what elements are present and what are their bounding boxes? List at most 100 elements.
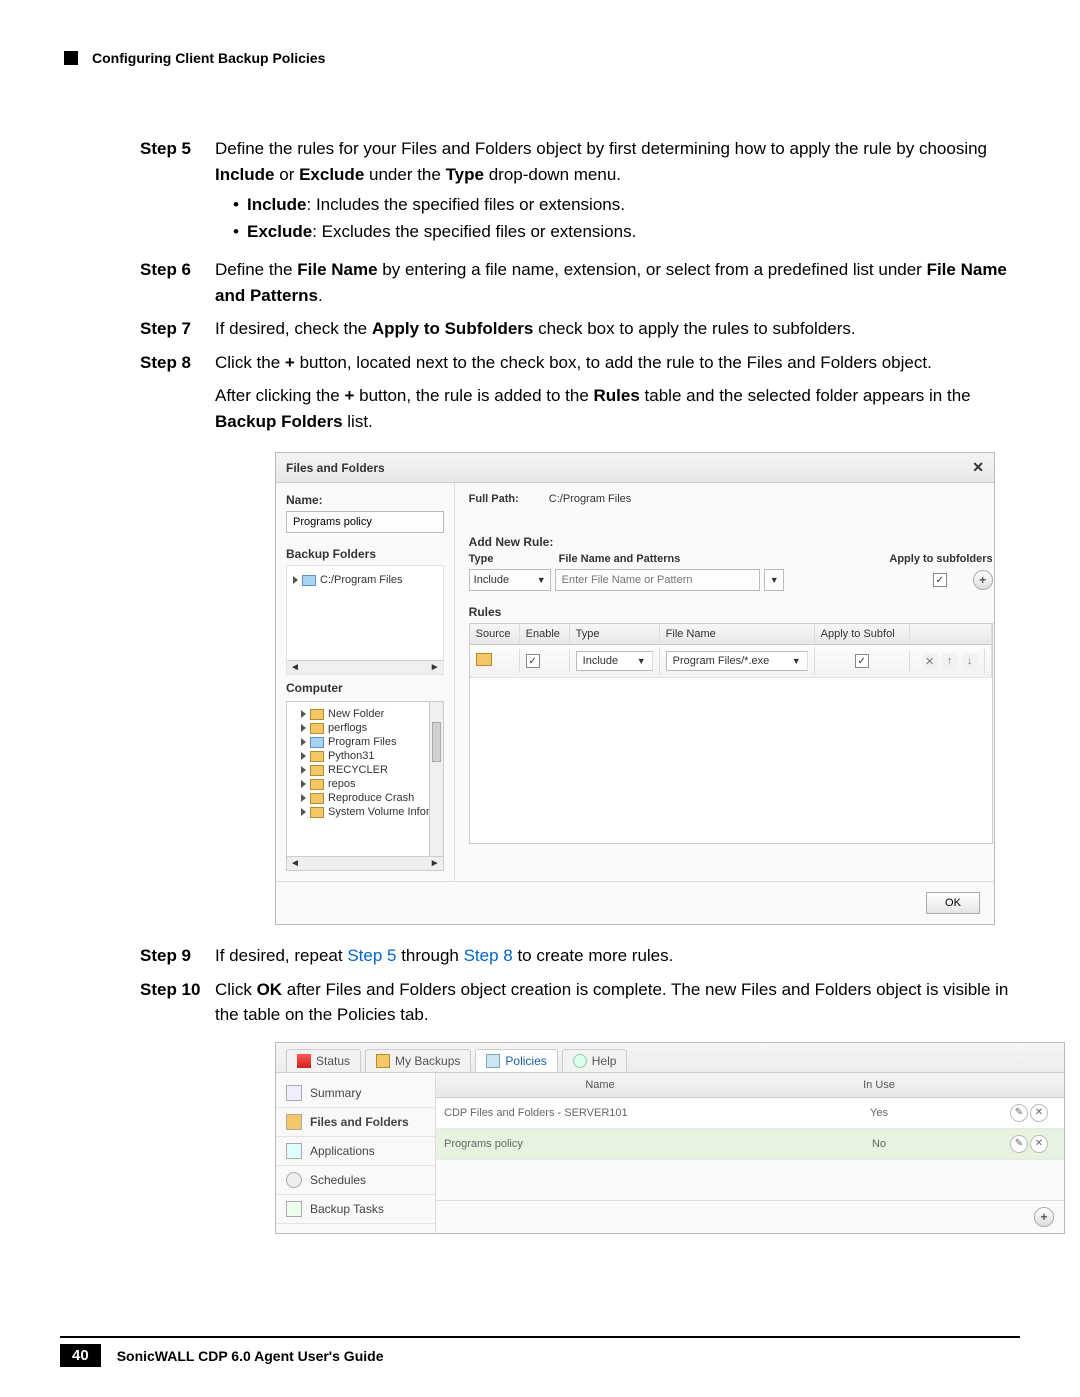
tree-item[interactable]: perflogs: [291, 722, 439, 734]
sidebar-item-apps[interactable]: Applications: [276, 1137, 435, 1166]
scroll-right-icon[interactable]: ►: [429, 858, 441, 869]
sidebar-item-tasks[interactable]: Backup Tasks: [276, 1195, 435, 1224]
t: .: [318, 286, 323, 305]
fullpath-label: Full Path:: [469, 493, 519, 505]
files-folders-dialog: Files and Folders ✕ Name: Backup Folders…: [275, 452, 995, 925]
t: If desired, check the: [215, 319, 372, 338]
subfolders-checkbox[interactable]: ✓: [933, 573, 947, 587]
th-type: Type: [570, 624, 660, 644]
folder-icon: [302, 575, 316, 586]
ok-button[interactable]: OK: [926, 892, 980, 914]
t: check box to apply the rules to subfolde…: [533, 319, 855, 338]
apps-icon: [286, 1143, 302, 1159]
close-icon[interactable]: ✕: [972, 459, 984, 476]
folder-icon: [476, 653, 492, 666]
scroll-left-icon[interactable]: ◄: [289, 662, 301, 673]
tree-item[interactable]: Reproduce Crash: [291, 792, 439, 804]
th-name: Name: [436, 1073, 764, 1097]
step5-link[interactable]: Step 5: [347, 946, 396, 965]
step8-link[interactable]: Step 8: [464, 946, 513, 965]
sidebar-item-files[interactable]: Files and Folders: [276, 1108, 435, 1137]
tab-policies[interactable]: Policies: [475, 1049, 557, 1072]
step8-label: Step 8: [140, 350, 215, 376]
edit-icon[interactable]: ✎: [1010, 1104, 1028, 1122]
t: Status: [316, 1054, 350, 1068]
add-rule-button[interactable]: +: [973, 570, 993, 590]
backup-folder-item[interactable]: C:/Program Files: [320, 574, 403, 586]
computer-tree[interactable]: New Folder perflogs Program Files Python31 R…: [286, 701, 444, 871]
page-footer: 40 SonicWALL CDP 6.0 Agent User's Guide: [60, 1336, 1020, 1367]
t: after Files and Folders object creation …: [215, 980, 1008, 1025]
t: button, located next to the check box, t…: [295, 353, 932, 372]
step5-type: Type: [446, 165, 484, 184]
policy-row[interactable]: CDP Files and Folders - SERVER101 Yes ✎✕: [436, 1098, 1064, 1129]
t: After clicking the: [215, 386, 344, 405]
vertical-scrollbar[interactable]: [429, 702, 443, 856]
row-subfolders-checkbox[interactable]: ✓: [855, 654, 869, 668]
delete-rule-icon[interactable]: ✕: [922, 653, 938, 669]
tab-mybackups[interactable]: My Backups: [365, 1049, 471, 1072]
t: button, the rule is added to the: [354, 386, 593, 405]
pattern-dropdown[interactable]: ▼: [764, 569, 784, 591]
t: My Backups: [395, 1054, 460, 1068]
sidebar-item-summary[interactable]: Summary: [276, 1079, 435, 1108]
type-dropdown[interactable]: Include▼: [469, 569, 551, 591]
row-file-dropdown[interactable]: Program Files/*.exe▼: [666, 651, 808, 671]
policy-name: Programs policy: [436, 1132, 764, 1156]
t: by entering a file name, extension, or s…: [378, 260, 927, 279]
t: +: [285, 353, 295, 372]
delete-icon[interactable]: ✕: [1030, 1104, 1048, 1122]
tab-status[interactable]: Status: [286, 1049, 361, 1072]
t: drop-down menu.: [484, 165, 621, 184]
enable-checkbox[interactable]: ✓: [526, 654, 540, 668]
add-policy-button[interactable]: +: [1034, 1207, 1054, 1227]
tree-item[interactable]: Program Files: [291, 736, 439, 748]
rules-table-header: Source Enable Type File Name Apply to Su…: [469, 623, 993, 644]
summary-icon: [286, 1085, 302, 1101]
move-up-icon[interactable]: ↑: [942, 653, 958, 669]
th-subfolders: Apply to Subfol: [815, 624, 910, 644]
bullet-exclude: Exclude: [247, 222, 312, 241]
pattern-input[interactable]: [555, 569, 760, 591]
t: Schedules: [310, 1173, 366, 1187]
th-filename: File Name: [660, 624, 815, 644]
edit-icon[interactable]: ✎: [1010, 1135, 1028, 1153]
scroll-right-icon[interactable]: ►: [429, 662, 441, 673]
tree-item[interactable]: Python31: [291, 750, 439, 762]
scroll-left-icon[interactable]: ◄: [289, 858, 301, 869]
row-type-dropdown[interactable]: Include▼: [576, 651, 653, 671]
rule-row[interactable]: ✓ Include▼ Program Files/*.exe▼ ✓ ✕ ↑ ↓: [470, 645, 992, 678]
t: Program Files/*.exe: [673, 655, 770, 667]
fullpath-value: C:/Program Files: [549, 493, 632, 505]
policy-name: CDP Files and Folders - SERVER101: [436, 1101, 764, 1125]
step10-body: Click OK after Files and Folders object …: [215, 977, 1010, 1028]
bullet-include: Include: [247, 195, 307, 214]
t: +: [344, 386, 354, 405]
tree-item[interactable]: New Folder: [291, 708, 439, 720]
tab-help[interactable]: Help: [562, 1049, 628, 1072]
step8-body: Click the + button, located next to the …: [215, 350, 1010, 376]
tree-item[interactable]: repos: [291, 778, 439, 790]
rules-table: ✓ Include▼ Program Files/*.exe▼ ✓ ✕ ↑ ↓: [469, 644, 993, 844]
backup-folders-label: Backup Folders: [286, 547, 444, 561]
computer-label: Computer: [286, 681, 444, 695]
tree-item[interactable]: System Volume Inform: [291, 806, 439, 818]
policy-row[interactable]: Programs policy No ✎✕: [436, 1129, 1064, 1160]
tree-item[interactable]: RECYCLER: [291, 764, 439, 776]
name-input[interactable]: [286, 511, 444, 533]
th-inuse: In Use: [764, 1073, 994, 1097]
t: list.: [343, 412, 373, 431]
tasks-icon: [286, 1201, 302, 1217]
t: : Excludes the specified files or extens…: [312, 222, 636, 241]
t: or: [275, 165, 300, 184]
col-subfolders-label: Apply to subfolders: [789, 553, 993, 565]
step6-body: Define the File Name by entering a file …: [215, 257, 1010, 308]
policy-inuse: Yes: [764, 1101, 994, 1125]
delete-icon[interactable]: ✕: [1030, 1135, 1048, 1153]
folder-icon: [376, 1054, 390, 1068]
move-down-icon[interactable]: ↓: [962, 653, 978, 669]
backup-folders-tree[interactable]: C:/Program Files ◄ ►: [286, 565, 444, 675]
step7-body: If desired, check the Apply to Subfolder…: [215, 316, 1010, 342]
th-enable: Enable: [520, 624, 570, 644]
sidebar-item-schedules[interactable]: Schedules: [276, 1166, 435, 1195]
